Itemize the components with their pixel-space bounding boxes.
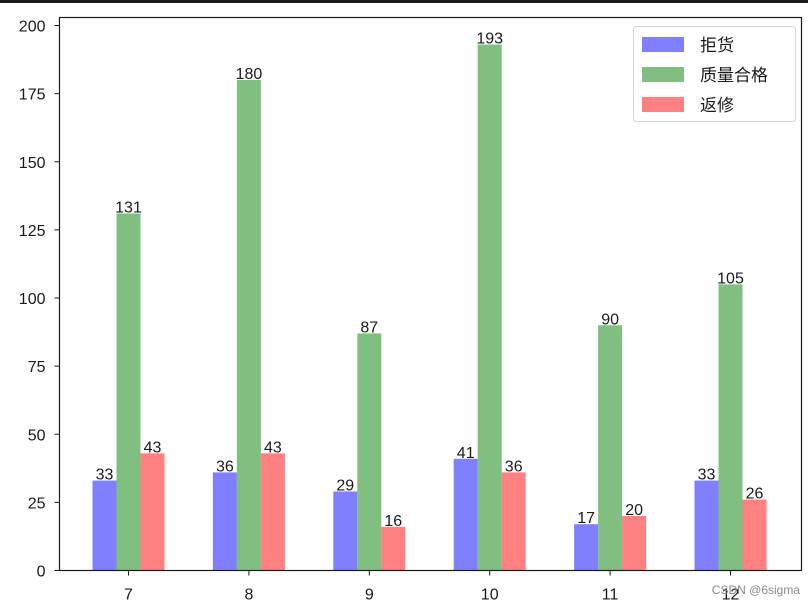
plot-frame (58, 16, 803, 572)
y-tick-label: 100 (19, 291, 46, 308)
legend-label: 返修 (700, 96, 734, 116)
bar-value-label: 90 (601, 311, 619, 328)
x-tick-label: 8 (244, 587, 253, 604)
bar-value-label: 33 (698, 467, 716, 484)
bar-8-0 (212, 472, 237, 571)
bar-9-0 (333, 491, 358, 571)
bar-11-1 (598, 325, 623, 571)
bar-value-label: 16 (384, 513, 402, 530)
legend-swatch (642, 37, 684, 52)
bar-value-label: 36 (505, 458, 523, 475)
bar-11-0 (574, 524, 599, 571)
bar-10-2 (501, 472, 526, 571)
bar-12-2 (742, 499, 767, 571)
y-tick-label: 50 (28, 427, 46, 444)
bar-value-label: 87 (360, 319, 378, 336)
bar-value-label: 33 (96, 467, 114, 484)
legend-label: 质量合格 (700, 66, 768, 86)
bar-value-label: 131 (115, 200, 142, 217)
bar-10-0 (453, 458, 478, 571)
bar-value-label: 193 (476, 31, 503, 48)
bar-value-labels: 33 131 43 36 180 43 29 87 16 41 193 36 17 90 20 33 105 26 (96, 31, 764, 530)
bar-7-1 (116, 213, 141, 571)
bar-7-0 (92, 480, 117, 571)
bar-value-label: 20 (625, 502, 643, 519)
x-tick-label: 9 (365, 587, 374, 604)
bar-value-label: 26 (746, 486, 764, 503)
bar-11-2 (622, 516, 647, 571)
bar-10-1 (477, 44, 502, 571)
window-top-border (0, 0, 808, 3)
x-tick-label: 7 (124, 587, 133, 604)
bar-12-1 (718, 284, 743, 571)
bar-value-label: 43 (264, 439, 282, 456)
bar-value-label: 180 (236, 66, 263, 83)
bars-layer (92, 44, 767, 571)
y-tick-label: 0 (37, 564, 46, 581)
bar-9-1 (357, 333, 382, 571)
bar-12-0 (694, 480, 719, 571)
legend-label: 拒货 (700, 36, 734, 56)
bar-9-2 (381, 526, 406, 571)
y-tick-label: 175 (19, 87, 46, 104)
bar-value-label: 41 (457, 445, 475, 462)
y-tick-label: 25 (28, 495, 46, 512)
x-tick-label: 10 (481, 587, 499, 604)
bar-value-label: 17 (577, 510, 595, 527)
y-tick-label: 75 (28, 359, 46, 376)
legend-swatch (642, 97, 684, 112)
x-tick-label: 12 (722, 587, 740, 604)
bar-8-2 (260, 453, 285, 571)
bar-value-label: 36 (216, 458, 234, 475)
y-tick-label: 125 (19, 223, 46, 240)
bar-value-label: 29 (336, 477, 354, 494)
x-axis: 7 8 9 10 11 12 (124, 570, 740, 604)
legend-swatch (642, 67, 684, 82)
y-tick-label: 200 (19, 19, 46, 36)
x-tick-label: 11 (602, 587, 619, 604)
watermark: CSDN @6sigma (711, 583, 800, 597)
bar-value-label: 105 (717, 270, 744, 287)
y-axis: 0 25 50 75 100 125 150 175 200 (19, 19, 60, 581)
bar-value-label: 43 (144, 439, 162, 456)
y-tick-label: 150 (19, 155, 46, 172)
bar-7-2 (140, 453, 165, 571)
bar-8-1 (236, 80, 261, 571)
